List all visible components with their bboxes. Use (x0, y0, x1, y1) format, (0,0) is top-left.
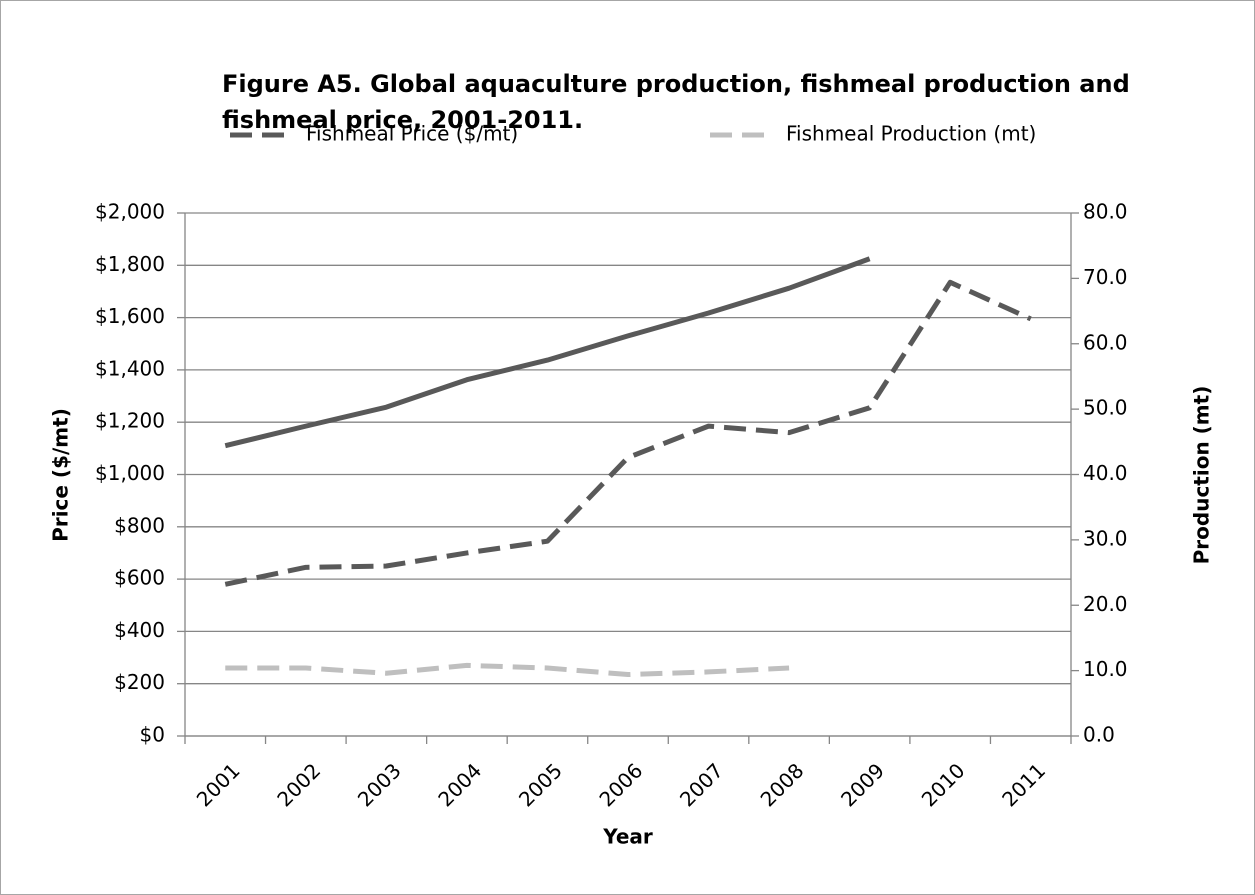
x-axis-title: Year (602, 825, 653, 849)
chart-title: Figure A5. Global aquaculture production… (222, 70, 1130, 98)
y-axis-title: Price ($/mt) (49, 408, 73, 542)
y2-tick-label: 60.0 (1083, 330, 1128, 354)
y2-axis-title: Production (mt) (1190, 386, 1214, 565)
y-tick-label: $400 (114, 618, 165, 642)
y-tick-label: $1,000 (95, 461, 165, 485)
y2-tick-label: 80.0 (1083, 200, 1128, 224)
chart-title: fishmeal price, 2001-2011. (222, 106, 583, 134)
y-tick-label: $1,800 (95, 252, 165, 276)
y2-tick-label: 10.0 (1083, 657, 1128, 681)
legend-label: Fishmeal Price ($/mt) (306, 122, 518, 146)
y-tick-label: $1,600 (95, 304, 165, 328)
series-line (224, 279, 1032, 587)
series-line (224, 256, 871, 449)
y-tick-label: $800 (114, 513, 165, 537)
y-tick-label: $200 (114, 670, 165, 694)
y-tick-label: $600 (114, 566, 165, 590)
y-tick-label: $1,200 (95, 409, 165, 433)
y2-tick-label: 30.0 (1083, 526, 1128, 550)
y-tick-label: $1,400 (95, 356, 165, 380)
y2-tick-label: 70.0 (1083, 265, 1128, 289)
y2-tick-label: 0.0 (1083, 723, 1115, 747)
y-tick-label: $0 (140, 723, 165, 747)
y-tick-label: $2,000 (95, 200, 165, 224)
legend-label: Fishmeal Production (mt) (786, 122, 1036, 146)
y2-tick-label: 40.0 (1083, 461, 1128, 485)
y2-tick-label: 20.0 (1083, 592, 1128, 616)
y2-tick-label: 50.0 (1083, 396, 1128, 420)
